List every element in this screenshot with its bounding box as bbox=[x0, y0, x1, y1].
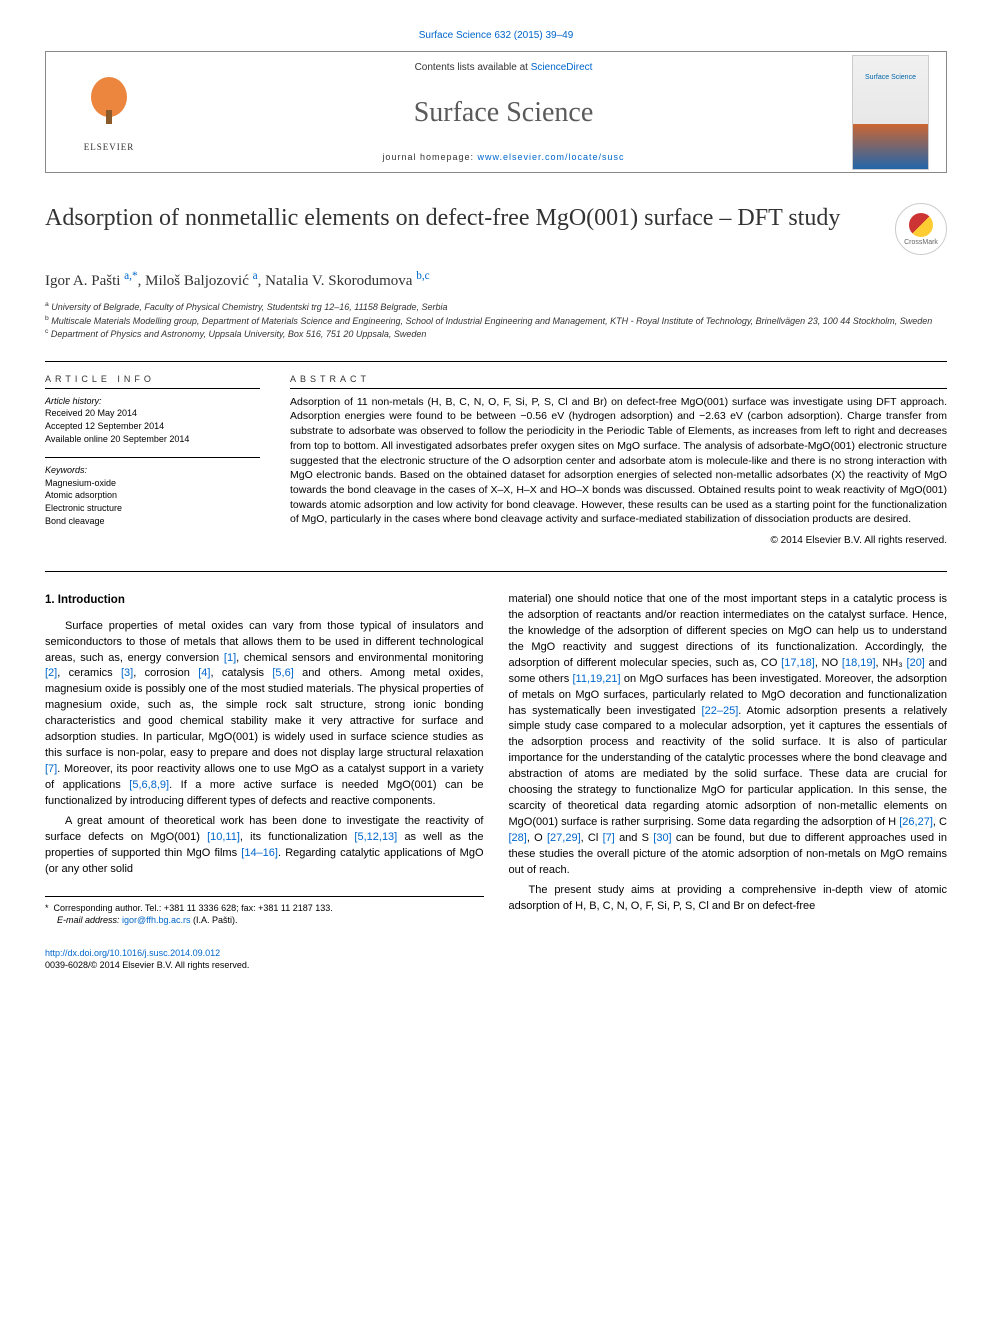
ref-5689[interactable]: [5,6,8,9] bbox=[129, 779, 169, 791]
journal-citation[interactable]: Surface Science 632 (2015) 39–49 bbox=[45, 30, 947, 41]
article-info-column: ARTICLE INFO Article history: Received 2… bbox=[45, 374, 260, 546]
ref-10-11[interactable]: [10,11] bbox=[207, 831, 240, 843]
author-3-aff[interactable]: b,c bbox=[416, 270, 429, 282]
article-history-block: Article history: Received 20 May 2014 Ac… bbox=[45, 388, 260, 445]
ref-4[interactable]: [4] bbox=[198, 667, 210, 679]
corr-text: Corresponding author. Tel.: +381 11 3336… bbox=[54, 903, 333, 913]
crossmark-badge[interactable]: CrossMark bbox=[895, 203, 947, 255]
cover-box: Surface Science bbox=[835, 52, 946, 172]
intro-para-2-cont: material) one should notice that one of … bbox=[509, 592, 948, 879]
body-column-right: material) one should notice that one of … bbox=[509, 592, 948, 927]
ref-1[interactable]: [1] bbox=[224, 652, 236, 664]
ref-5-6[interactable]: [5,6] bbox=[272, 667, 293, 679]
corr-email-name: (I.A. Pašti). bbox=[191, 915, 238, 925]
authors-line: Igor A. Pašti a,*, Miloš Baljozović a, N… bbox=[45, 270, 947, 290]
author-2-aff[interactable]: a bbox=[253, 270, 258, 282]
ref-2[interactable]: [2] bbox=[45, 667, 57, 679]
ref-7b[interactable]: [7] bbox=[603, 832, 615, 844]
journal-cover-thumbnail[interactable]: Surface Science bbox=[852, 55, 929, 170]
ref-27-29[interactable]: [27,29] bbox=[547, 832, 581, 844]
author-1-aff[interactable]: a,* bbox=[124, 270, 137, 282]
article-info-header: ARTICLE INFO bbox=[45, 374, 260, 384]
affiliations: a University of Belgrade, Faculty of Phy… bbox=[45, 300, 947, 341]
corresponding-author-footer: * Corresponding author. Tel.: +381 11 33… bbox=[45, 896, 484, 927]
publisher-name: ELSEVIER bbox=[84, 142, 135, 152]
keyword-3: Electronic structure bbox=[45, 502, 260, 515]
affiliation-b: b Multiscale Materials Modelling group, … bbox=[45, 314, 947, 328]
header-center: Contents lists available at ScienceDirec… bbox=[172, 52, 835, 172]
article-title: Adsorption of nonmetallic elements on de… bbox=[45, 203, 875, 234]
ref-3[interactable]: [3] bbox=[121, 667, 133, 679]
section-1-title: 1. Introduction bbox=[45, 592, 484, 609]
intro-para-3: The present study aims at providing a co… bbox=[509, 883, 948, 915]
contents-line: Contents lists available at ScienceDirec… bbox=[415, 62, 593, 73]
ref-22-25[interactable]: [22–25] bbox=[702, 705, 739, 717]
ref-20[interactable]: [20] bbox=[907, 657, 925, 669]
body-column-left: 1. Introduction Surface properties of me… bbox=[45, 592, 484, 927]
crossmark-icon bbox=[909, 213, 933, 237]
elsevier-tree-icon bbox=[79, 72, 139, 142]
keywords-label: Keywords: bbox=[45, 464, 260, 477]
body-columns: 1. Introduction Surface properties of me… bbox=[45, 592, 947, 927]
corr-email-link[interactable]: igor@ffh.bg.ac.rs bbox=[122, 915, 191, 925]
contents-prefix: Contents lists available at bbox=[415, 62, 531, 73]
abstract-column: ABSTRACT Adsorption of 11 non-metals (H,… bbox=[290, 374, 947, 546]
ref-26-27[interactable]: [26,27] bbox=[899, 816, 933, 828]
ref-14-16[interactable]: [14–16] bbox=[241, 847, 278, 859]
journal-header: ELSEVIER Contents lists available at Sci… bbox=[45, 51, 947, 173]
header-divider bbox=[45, 361, 947, 362]
email-label: E-mail address: bbox=[57, 915, 122, 925]
author-3: Natalia V. Skorodumova bbox=[265, 273, 412, 289]
ref-11-19-21[interactable]: [11,19,21] bbox=[572, 673, 620, 685]
abstract-text: Adsorption of 11 non-metals (H, B, C, N,… bbox=[290, 388, 947, 527]
intro-para-1: Surface properties of metal oxides can v… bbox=[45, 619, 484, 810]
history-accepted: Accepted 12 September 2014 bbox=[45, 420, 260, 433]
keyword-1: Magnesium-oxide bbox=[45, 477, 260, 490]
body-divider bbox=[45, 571, 947, 572]
author-1: Igor A. Pašti bbox=[45, 273, 120, 289]
doi-footer: http://dx.doi.org/10.1016/j.susc.2014.09… bbox=[45, 947, 947, 972]
affiliation-a: a University of Belgrade, Faculty of Phy… bbox=[45, 300, 947, 314]
doi-link[interactable]: http://dx.doi.org/10.1016/j.susc.2014.09… bbox=[45, 948, 220, 958]
ref-17-18[interactable]: [17,18] bbox=[781, 657, 815, 669]
ref-7[interactable]: [7] bbox=[45, 763, 57, 775]
history-online: Available online 20 September 2014 bbox=[45, 433, 260, 446]
ref-18-19[interactable]: [18,19] bbox=[842, 657, 876, 669]
abstract-header: ABSTRACT bbox=[290, 374, 947, 384]
sciencedirect-link[interactable]: ScienceDirect bbox=[531, 62, 593, 73]
abstract-copyright: © 2014 Elsevier B.V. All rights reserved… bbox=[290, 535, 947, 546]
affiliation-c: c Department of Physics and Astronomy, U… bbox=[45, 327, 947, 341]
homepage-prefix: journal homepage: bbox=[382, 152, 477, 162]
history-received: Received 20 May 2014 bbox=[45, 407, 260, 420]
keyword-4: Bond cleavage bbox=[45, 515, 260, 528]
elsevier-logo[interactable]: ELSEVIER bbox=[69, 67, 149, 157]
author-2: Miloš Baljozović bbox=[145, 273, 249, 289]
ref-30[interactable]: [30] bbox=[653, 832, 671, 844]
homepage-line: journal homepage: www.elsevier.com/locat… bbox=[382, 152, 624, 162]
history-label: Article history: bbox=[45, 395, 260, 408]
issn-copyright: 0039-6028/© 2014 Elsevier B.V. All right… bbox=[45, 959, 947, 972]
journal-name: Surface Science bbox=[414, 97, 594, 129]
intro-para-2: A great amount of theoretical work has b… bbox=[45, 814, 484, 878]
keywords-block: Keywords: Magnesium-oxide Atomic adsorpt… bbox=[45, 457, 260, 527]
ref-5-12-13[interactable]: [5,12,13] bbox=[354, 831, 397, 843]
publisher-logo-box: ELSEVIER bbox=[46, 52, 172, 172]
crossmark-label: CrossMark bbox=[904, 239, 938, 246]
corr-star: * bbox=[45, 903, 49, 913]
keyword-2: Atomic adsorption bbox=[45, 489, 260, 502]
ref-28[interactable]: [28] bbox=[509, 832, 527, 844]
journal-homepage-link[interactable]: www.elsevier.com/locate/susc bbox=[478, 152, 625, 162]
